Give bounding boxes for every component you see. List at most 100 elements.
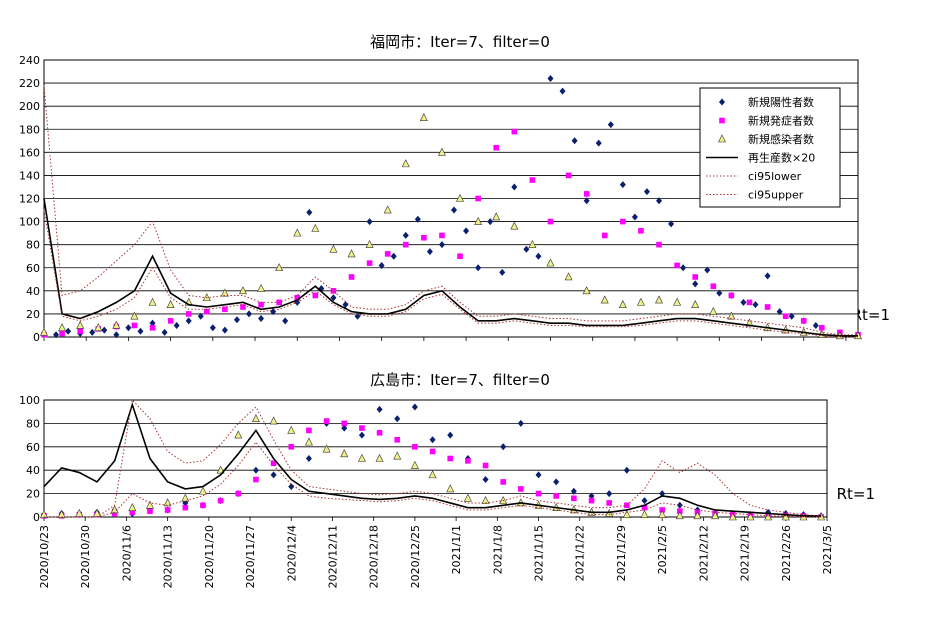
x-tick-label: 2020/12/11 <box>326 525 339 588</box>
data-point <box>565 172 572 179</box>
data-point <box>414 215 421 223</box>
data-point <box>781 512 790 521</box>
legend-entry: ci95upper <box>748 189 804 202</box>
data-point <box>710 283 717 290</box>
data-point <box>475 195 481 202</box>
data-point <box>465 458 471 464</box>
data-point <box>76 320 85 329</box>
data-point <box>198 486 207 495</box>
data-point <box>75 508 84 517</box>
data-point <box>131 322 138 329</box>
data-point <box>619 181 626 189</box>
chart-title: 広島市：Iter=7、filter=0 <box>370 371 550 389</box>
data-point <box>311 223 320 232</box>
data-point <box>110 505 119 514</box>
data-point <box>535 252 542 260</box>
data-point <box>57 509 66 518</box>
data-point <box>641 497 648 505</box>
y-tick-label: 220 <box>19 77 40 90</box>
data-point <box>204 308 210 315</box>
legend-marker <box>719 98 725 106</box>
data-point <box>365 239 374 248</box>
data-point <box>677 508 683 514</box>
data-point <box>216 465 225 474</box>
data-point <box>776 308 783 316</box>
data-point <box>493 144 500 151</box>
data-point <box>529 177 536 183</box>
series-line-rt <box>43 198 858 337</box>
data-point <box>148 297 157 306</box>
legend-entry: 新規陽性者数 <box>748 95 814 109</box>
data-point <box>166 300 175 308</box>
data-point <box>182 504 189 511</box>
data-point <box>583 191 590 197</box>
y-tick-label: 140 <box>19 169 40 182</box>
y-tick-label: 60 <box>26 262 40 275</box>
y-tick-label: 0 <box>33 511 40 524</box>
data-point <box>728 292 735 299</box>
data-point <box>559 87 566 95</box>
x-tick-label: 2020/10/23 <box>38 525 51 588</box>
data-point <box>341 424 348 432</box>
data-point <box>185 317 192 325</box>
data-point <box>680 264 687 272</box>
data-point <box>58 323 67 332</box>
data-point <box>238 286 247 295</box>
data-point <box>113 331 120 339</box>
data-point <box>419 113 428 122</box>
data-point <box>129 509 136 516</box>
data-point <box>463 227 470 235</box>
data-point <box>145 500 154 509</box>
data-point <box>173 321 180 329</box>
data-point <box>164 507 171 513</box>
data-point <box>641 504 648 511</box>
data-point <box>518 486 524 492</box>
data-point <box>347 249 356 258</box>
data-point <box>764 272 771 280</box>
data-point <box>378 261 385 269</box>
data-point <box>376 429 383 436</box>
y-tick-label: 120 <box>19 193 40 206</box>
data-point <box>607 121 614 129</box>
data-point <box>553 493 559 499</box>
data-point <box>410 460 419 469</box>
data-point <box>643 188 650 196</box>
legend <box>699 87 841 208</box>
data-point <box>209 324 216 332</box>
legend-entry: 新規感染者数 <box>748 132 814 146</box>
data-point <box>258 315 265 323</box>
data-point <box>383 205 392 214</box>
data-point <box>221 326 228 334</box>
x-tick-label: 2020/12/25 <box>409 525 422 588</box>
data-point <box>788 312 795 320</box>
data-point <box>426 248 433 256</box>
data-point <box>456 193 465 202</box>
data-point <box>366 218 373 226</box>
data-point <box>692 280 699 288</box>
data-point <box>421 234 427 241</box>
data-point <box>446 484 455 493</box>
x-tick-label: 2020/11/20 <box>203 525 216 588</box>
data-point <box>571 137 578 145</box>
data-point <box>511 183 518 191</box>
data-point <box>304 437 313 446</box>
data-point <box>394 415 401 423</box>
data-point <box>457 253 463 260</box>
x-tick-label: 2021/1/22 <box>574 525 587 581</box>
data-point <box>487 218 494 226</box>
data-point <box>492 212 501 221</box>
data-point <box>676 501 683 509</box>
data-point <box>546 258 555 267</box>
y-tick-label: 40 <box>26 464 40 477</box>
data-point <box>330 294 337 302</box>
data-point <box>412 444 418 450</box>
data-point <box>727 311 736 320</box>
data-point <box>288 483 295 491</box>
data-point <box>500 443 507 451</box>
x-tick-label: 2020/11/6 <box>120 525 133 581</box>
data-point <box>711 511 720 520</box>
x-tick-label: 2021/2/26 <box>780 525 793 581</box>
data-point <box>293 228 302 237</box>
data-point <box>112 320 121 329</box>
x-tick-label: 2021/1/8 <box>491 525 504 574</box>
